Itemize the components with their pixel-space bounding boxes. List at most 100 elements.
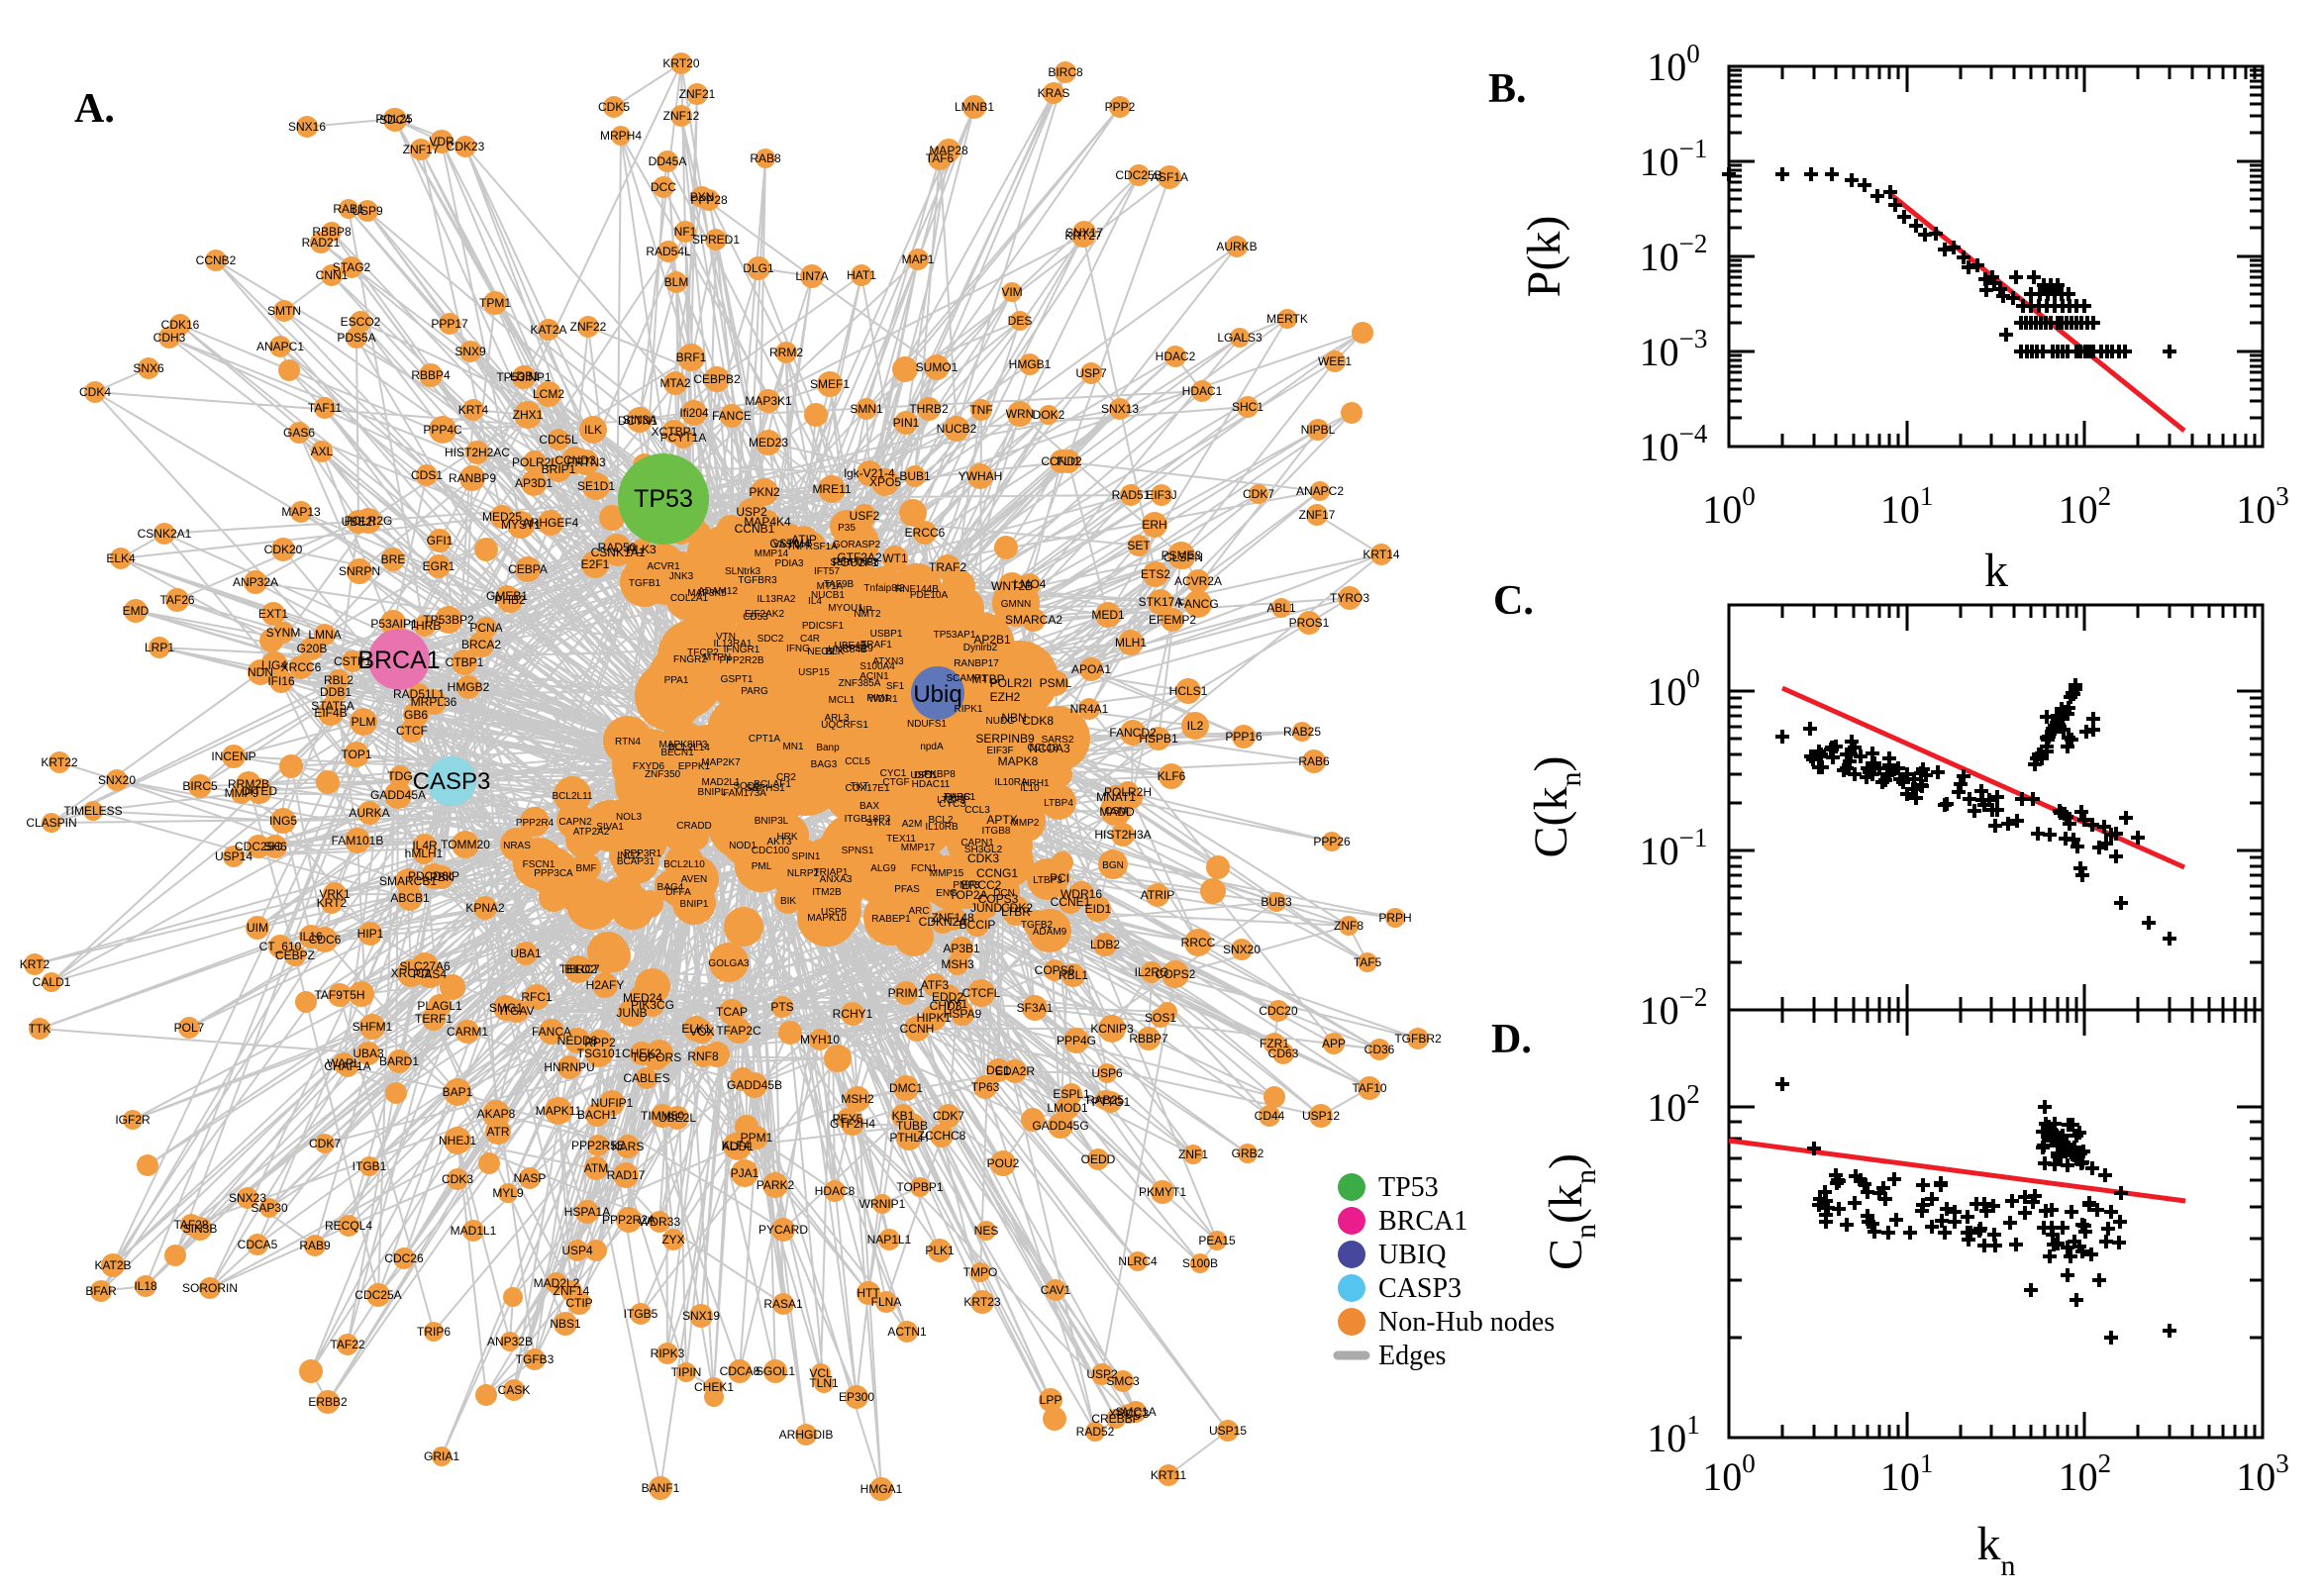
svg-text:KARS: KARS: [612, 1140, 645, 1153]
svg-text:PPP17: PPP17: [431, 317, 468, 331]
svg-text:VIM: VIM: [1001, 285, 1022, 299]
svg-text:MLH1: MLH1: [1115, 636, 1147, 649]
svg-text:XRCC6: XRCC6: [281, 660, 322, 674]
svg-text:UBA1: UBA1: [510, 947, 542, 960]
svg-text:ING5: ING5: [269, 814, 297, 828]
svg-text:Dynlrb2: Dynlrb2: [963, 643, 998, 653]
svg-text:RPS29: RPS29: [842, 644, 873, 654]
svg-text:CDCA8: CDCA8: [720, 1364, 760, 1378]
svg-text:BGN: BGN: [1102, 860, 1124, 871]
svg-text:STK17A: STK17A: [1139, 595, 1183, 609]
svg-text:EFEMP2: EFEMP2: [1149, 613, 1196, 627]
svg-text:MED23: MED23: [749, 436, 788, 449]
svg-text:PFAS: PFAS: [894, 884, 920, 895]
svg-text:MADD: MADD: [1099, 805, 1135, 819]
svg-text:SET: SET: [1127, 539, 1151, 552]
svg-text:CDK3: CDK3: [442, 1172, 473, 1186]
svg-text:GORASP2: GORASP2: [833, 540, 881, 550]
svg-text:ITGB5: ITGB5: [624, 1307, 658, 1321]
svg-text:PPP2: PPP2: [1105, 100, 1136, 114]
svg-text:USP2: USP2: [736, 505, 767, 519]
svg-text:USP5: USP5: [821, 907, 848, 918]
svg-text:VASN: VASN: [773, 540, 800, 550]
svg-text:CCNG1: CCNG1: [976, 866, 1018, 880]
svg-text:STAT5A: STAT5A: [311, 699, 354, 713]
svg-text:PEA15: PEA15: [1198, 1234, 1236, 1247]
svg-text:LRP1: LRP1: [145, 641, 174, 654]
svg-text:CASP3: CASP3: [1378, 1273, 1462, 1304]
svg-text:ETS2: ETS2: [1141, 567, 1170, 581]
svg-text:RRCC: RRCC: [1181, 936, 1216, 949]
svg-text:SERPINB8: SERPINB8: [830, 557, 879, 568]
svg-text:TP53: TP53: [1378, 1172, 1439, 1203]
svg-text:CDK8: CDK8: [1022, 714, 1054, 728]
svg-text:BCAP31: BCAP31: [617, 856, 656, 867]
svg-text:DMC1: DMC1: [889, 1081, 923, 1095]
svg-text:ANXA3: ANXA3: [820, 874, 853, 885]
svg-text:MN1: MN1: [782, 742, 804, 752]
svg-text:PARC: PARC: [944, 792, 970, 803]
svg-text:KB1: KB1: [892, 1109, 915, 1123]
svg-text:POU2F1: POU2F1: [833, 555, 879, 569]
svg-text:TKT: TKT: [851, 781, 869, 792]
svg-text:MMP15: MMP15: [930, 868, 964, 879]
svg-text:SNX6: SNX6: [133, 361, 164, 375]
svg-text:WAPL: WAPL: [327, 1056, 360, 1070]
svg-text:CDK7: CDK7: [309, 1137, 341, 1150]
svg-text:EZH2: EZH2: [990, 690, 1021, 704]
svg-text:TGFBR3: TGFBR3: [738, 575, 777, 586]
svg-text:S100B: S100B: [1182, 1256, 1218, 1270]
svg-text:EIF3F: EIF3F: [986, 746, 1013, 756]
svg-text:PPP2R4: PPP2R4: [516, 818, 555, 829]
svg-text:EGR1: EGR1: [423, 559, 455, 573]
svg-text:PIN1: PIN1: [893, 416, 920, 430]
svg-text:TDG: TDG: [387, 769, 412, 783]
svg-text:SMEF1: SMEF1: [810, 377, 850, 391]
svg-text:CCL5: CCL5: [845, 756, 870, 767]
svg-text:FANCA: FANCA: [532, 1025, 571, 1039]
svg-text:PDS5A: PDS5A: [337, 331, 375, 345]
svg-text:AP3D1: AP3D1: [515, 476, 553, 490]
svg-text:EDA2R: EDA2R: [995, 1064, 1035, 1078]
svg-text:HAT1: HAT1: [847, 268, 876, 282]
svg-text:BRCA1: BRCA1: [1378, 1206, 1467, 1237]
svg-text:DLG1: DLG1: [743, 261, 774, 275]
svg-text:AURKA: AURKA: [349, 806, 389, 820]
svg-text:CTCF: CTCF: [396, 724, 428, 738]
svg-text:SMARCB1: SMARCB1: [379, 874, 437, 888]
svg-text:LMNB1: LMNB1: [955, 100, 994, 114]
svg-text:ESCO2: ESCO2: [341, 315, 381, 329]
svg-text:TNFRSF1A: TNFRSF1A: [786, 542, 838, 552]
svg-text:CEBPA: CEBPA: [508, 562, 548, 576]
svg-text:MRPL36: MRPL36: [411, 695, 457, 709]
svg-text:TYRO3: TYRO3: [1330, 591, 1369, 605]
svg-text:ACIN1: ACIN1: [859, 671, 889, 682]
svg-text:GMEB1: GMEB1: [486, 589, 528, 603]
svg-text:SPNS1: SPNS1: [842, 846, 874, 856]
svg-text:FANCE: FANCE: [712, 409, 752, 423]
svg-text:KRAS: KRAS: [1038, 86, 1070, 100]
svg-text:SNX23: SNX23: [229, 1191, 266, 1205]
svg-text:XPO5: XPO5: [869, 475, 901, 489]
svg-text:ZNF21: ZNF21: [679, 87, 716, 101]
svg-text:CDK3: CDK3: [967, 851, 999, 865]
svg-text:ERCC2: ERCC2: [961, 878, 1002, 892]
svg-text:KAT2B: KAT2B: [94, 1258, 131, 1272]
svg-text:ZNF385A: ZNF385A: [839, 678, 881, 689]
svg-text:hMLH1: hMLH1: [405, 847, 444, 860]
svg-text:ZHX1: ZHX1: [513, 408, 544, 422]
svg-text:NBN: NBN: [1001, 711, 1026, 725]
svg-text:ATP2A2: ATP2A2: [573, 827, 610, 838]
svg-text:NDUFS1: NDUFS1: [907, 719, 947, 730]
svg-text:PPP2R2A: PPP2R2A: [602, 1213, 656, 1227]
svg-text:RAB25: RAB25: [1283, 725, 1321, 739]
svg-text:BCL2L10: BCL2L10: [663, 859, 705, 870]
svg-text:DPT: DPT: [914, 770, 934, 781]
svg-text:HSPA9: HSPA9: [944, 1007, 982, 1021]
svg-text:MAP13: MAP13: [281, 505, 321, 519]
svg-text:RIPK1: RIPK1: [955, 704, 983, 715]
svg-text:WEE1: WEE1: [1318, 354, 1352, 368]
svg-text:RFC1: RFC1: [521, 990, 553, 1004]
svg-text:DCC: DCC: [651, 180, 676, 194]
svg-text:PDIA3: PDIA3: [775, 558, 804, 569]
